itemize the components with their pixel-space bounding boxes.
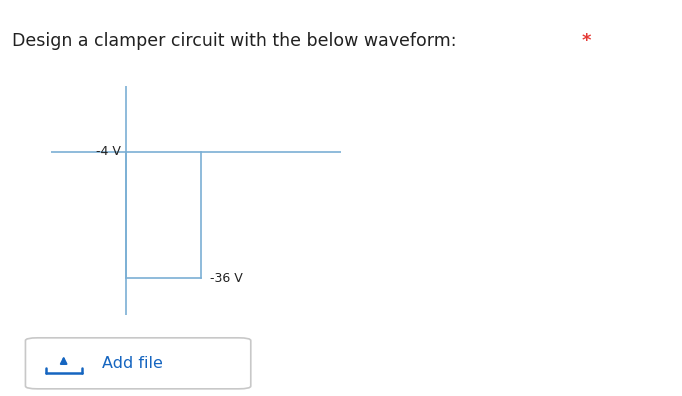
Text: *: * [582, 32, 591, 50]
FancyBboxPatch shape [25, 338, 251, 389]
Text: -36 V: -36 V [210, 272, 243, 285]
Text: Design a clamper circuit with the below waveform:: Design a clamper circuit with the below … [12, 32, 456, 50]
Text: Add file: Add file [102, 356, 163, 371]
Text: -4 V: -4 V [96, 145, 121, 158]
